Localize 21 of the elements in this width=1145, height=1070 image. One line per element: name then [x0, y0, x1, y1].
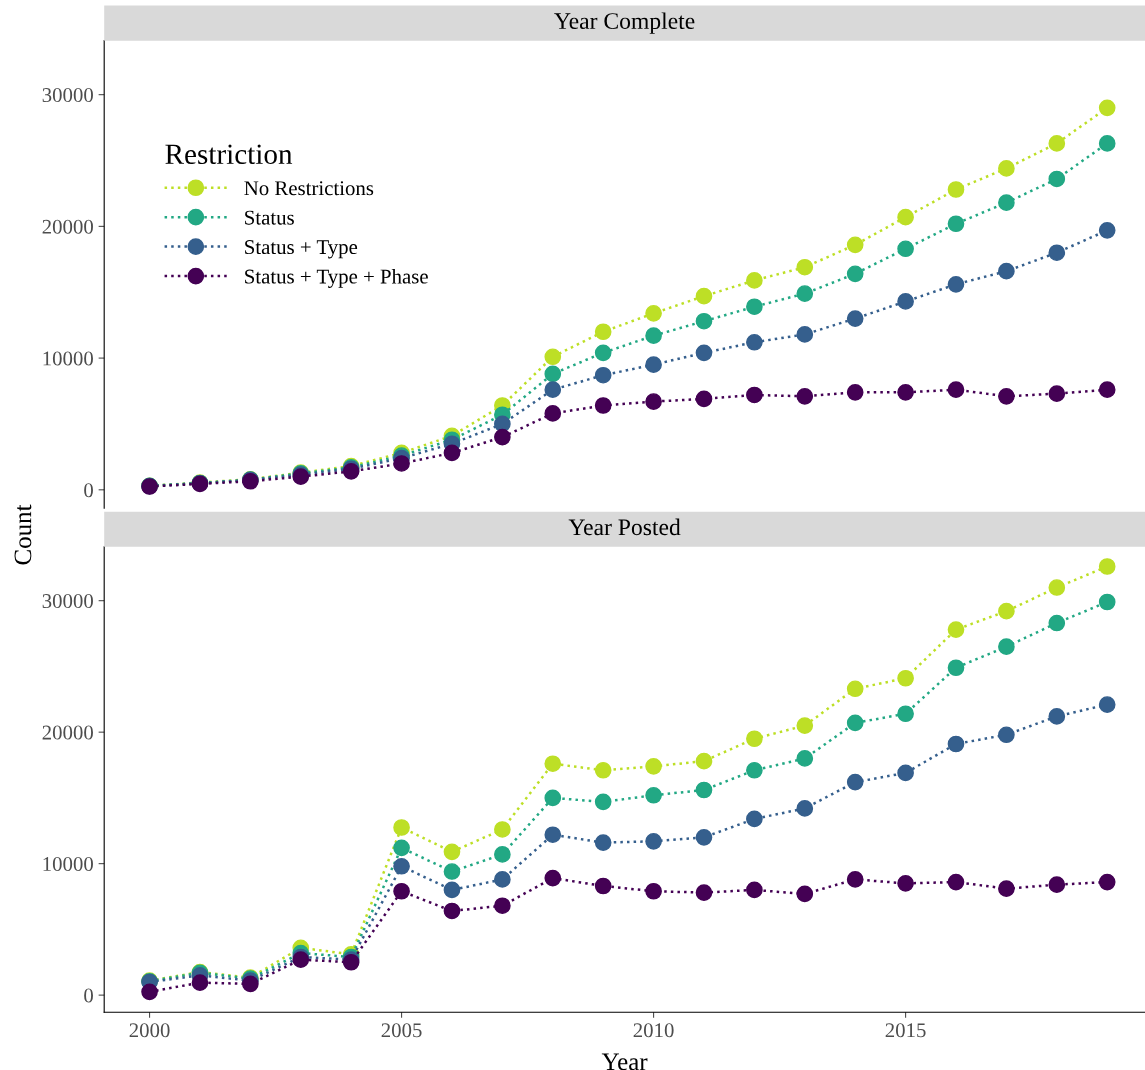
y-tick-label: 0 — [84, 988, 93, 1003]
y-tick-label: 10000 — [43, 857, 93, 872]
y-tick-label: 20000 — [42, 725, 93, 740]
y-axis-title: Count — [14, 504, 32, 565]
y-tick-label: 10000 — [43, 351, 93, 366]
legend-label: Status + Type + Phase — [245, 268, 428, 288]
legend-title: Restriction — [165, 144, 293, 165]
x-axis-title: Year — [601, 1053, 648, 1070]
y-tick-label: 0 — [84, 483, 93, 498]
chart-title: Year Complete — [554, 12, 695, 34]
y-tick-label: 30000 — [42, 88, 93, 103]
x-tick-label: 2005 — [381, 1023, 422, 1038]
x-tick-label: 2000 — [129, 1023, 170, 1038]
x-tick-label: 2015 — [885, 1023, 926, 1038]
x-tick-label: 2010 — [633, 1023, 674, 1038]
legend-label: No Restrictions — [244, 181, 374, 196]
chart-title: Year Posted — [568, 518, 681, 536]
legend-label: Status — [245, 210, 294, 225]
legend-label: Status + Type — [245, 240, 358, 259]
y-tick-label: 30000 — [42, 594, 93, 609]
y-tick-label: 20000 — [42, 219, 93, 234]
